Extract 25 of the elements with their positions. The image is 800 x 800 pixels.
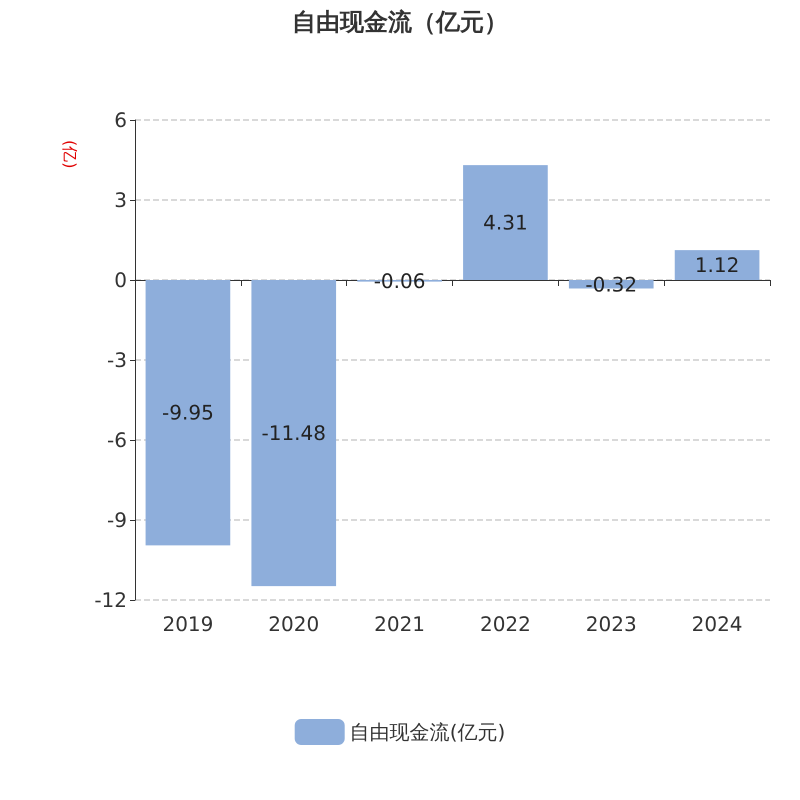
data-label: -9.95	[162, 400, 214, 425]
chart-title: 自由现金流（亿元）	[292, 8, 508, 36]
bar	[251, 280, 336, 586]
y-tick-label: -12	[94, 588, 127, 612]
x-tick-label: 2019	[162, 612, 214, 636]
bar	[463, 165, 548, 280]
x-tick-label: 2024	[692, 612, 743, 636]
y-tick-label: -6	[107, 428, 127, 452]
data-label: -0.06	[374, 268, 426, 293]
y-tick-label: 6	[114, 108, 127, 132]
data-label: -11.48	[262, 421, 326, 446]
y-tick-label: 3	[114, 188, 127, 212]
legend-label: 自由现金流(亿元)	[350, 720, 506, 744]
data-label: 1.12	[694, 253, 740, 278]
y-tick-label: -3	[107, 348, 127, 372]
bar	[146, 280, 230, 546]
y-axis-title: (亿)	[60, 140, 80, 168]
y-tick-label: 0	[114, 268, 127, 292]
y-tick-label: -9	[107, 508, 127, 532]
data-label: 4.31	[483, 210, 528, 235]
x-tick-label: 2021	[374, 612, 426, 636]
x-tick-label: 2023	[586, 612, 637, 636]
bar	[674, 250, 760, 280]
x-tick-label: 2020	[268, 612, 320, 636]
x-tick-label: 2022	[480, 612, 531, 636]
